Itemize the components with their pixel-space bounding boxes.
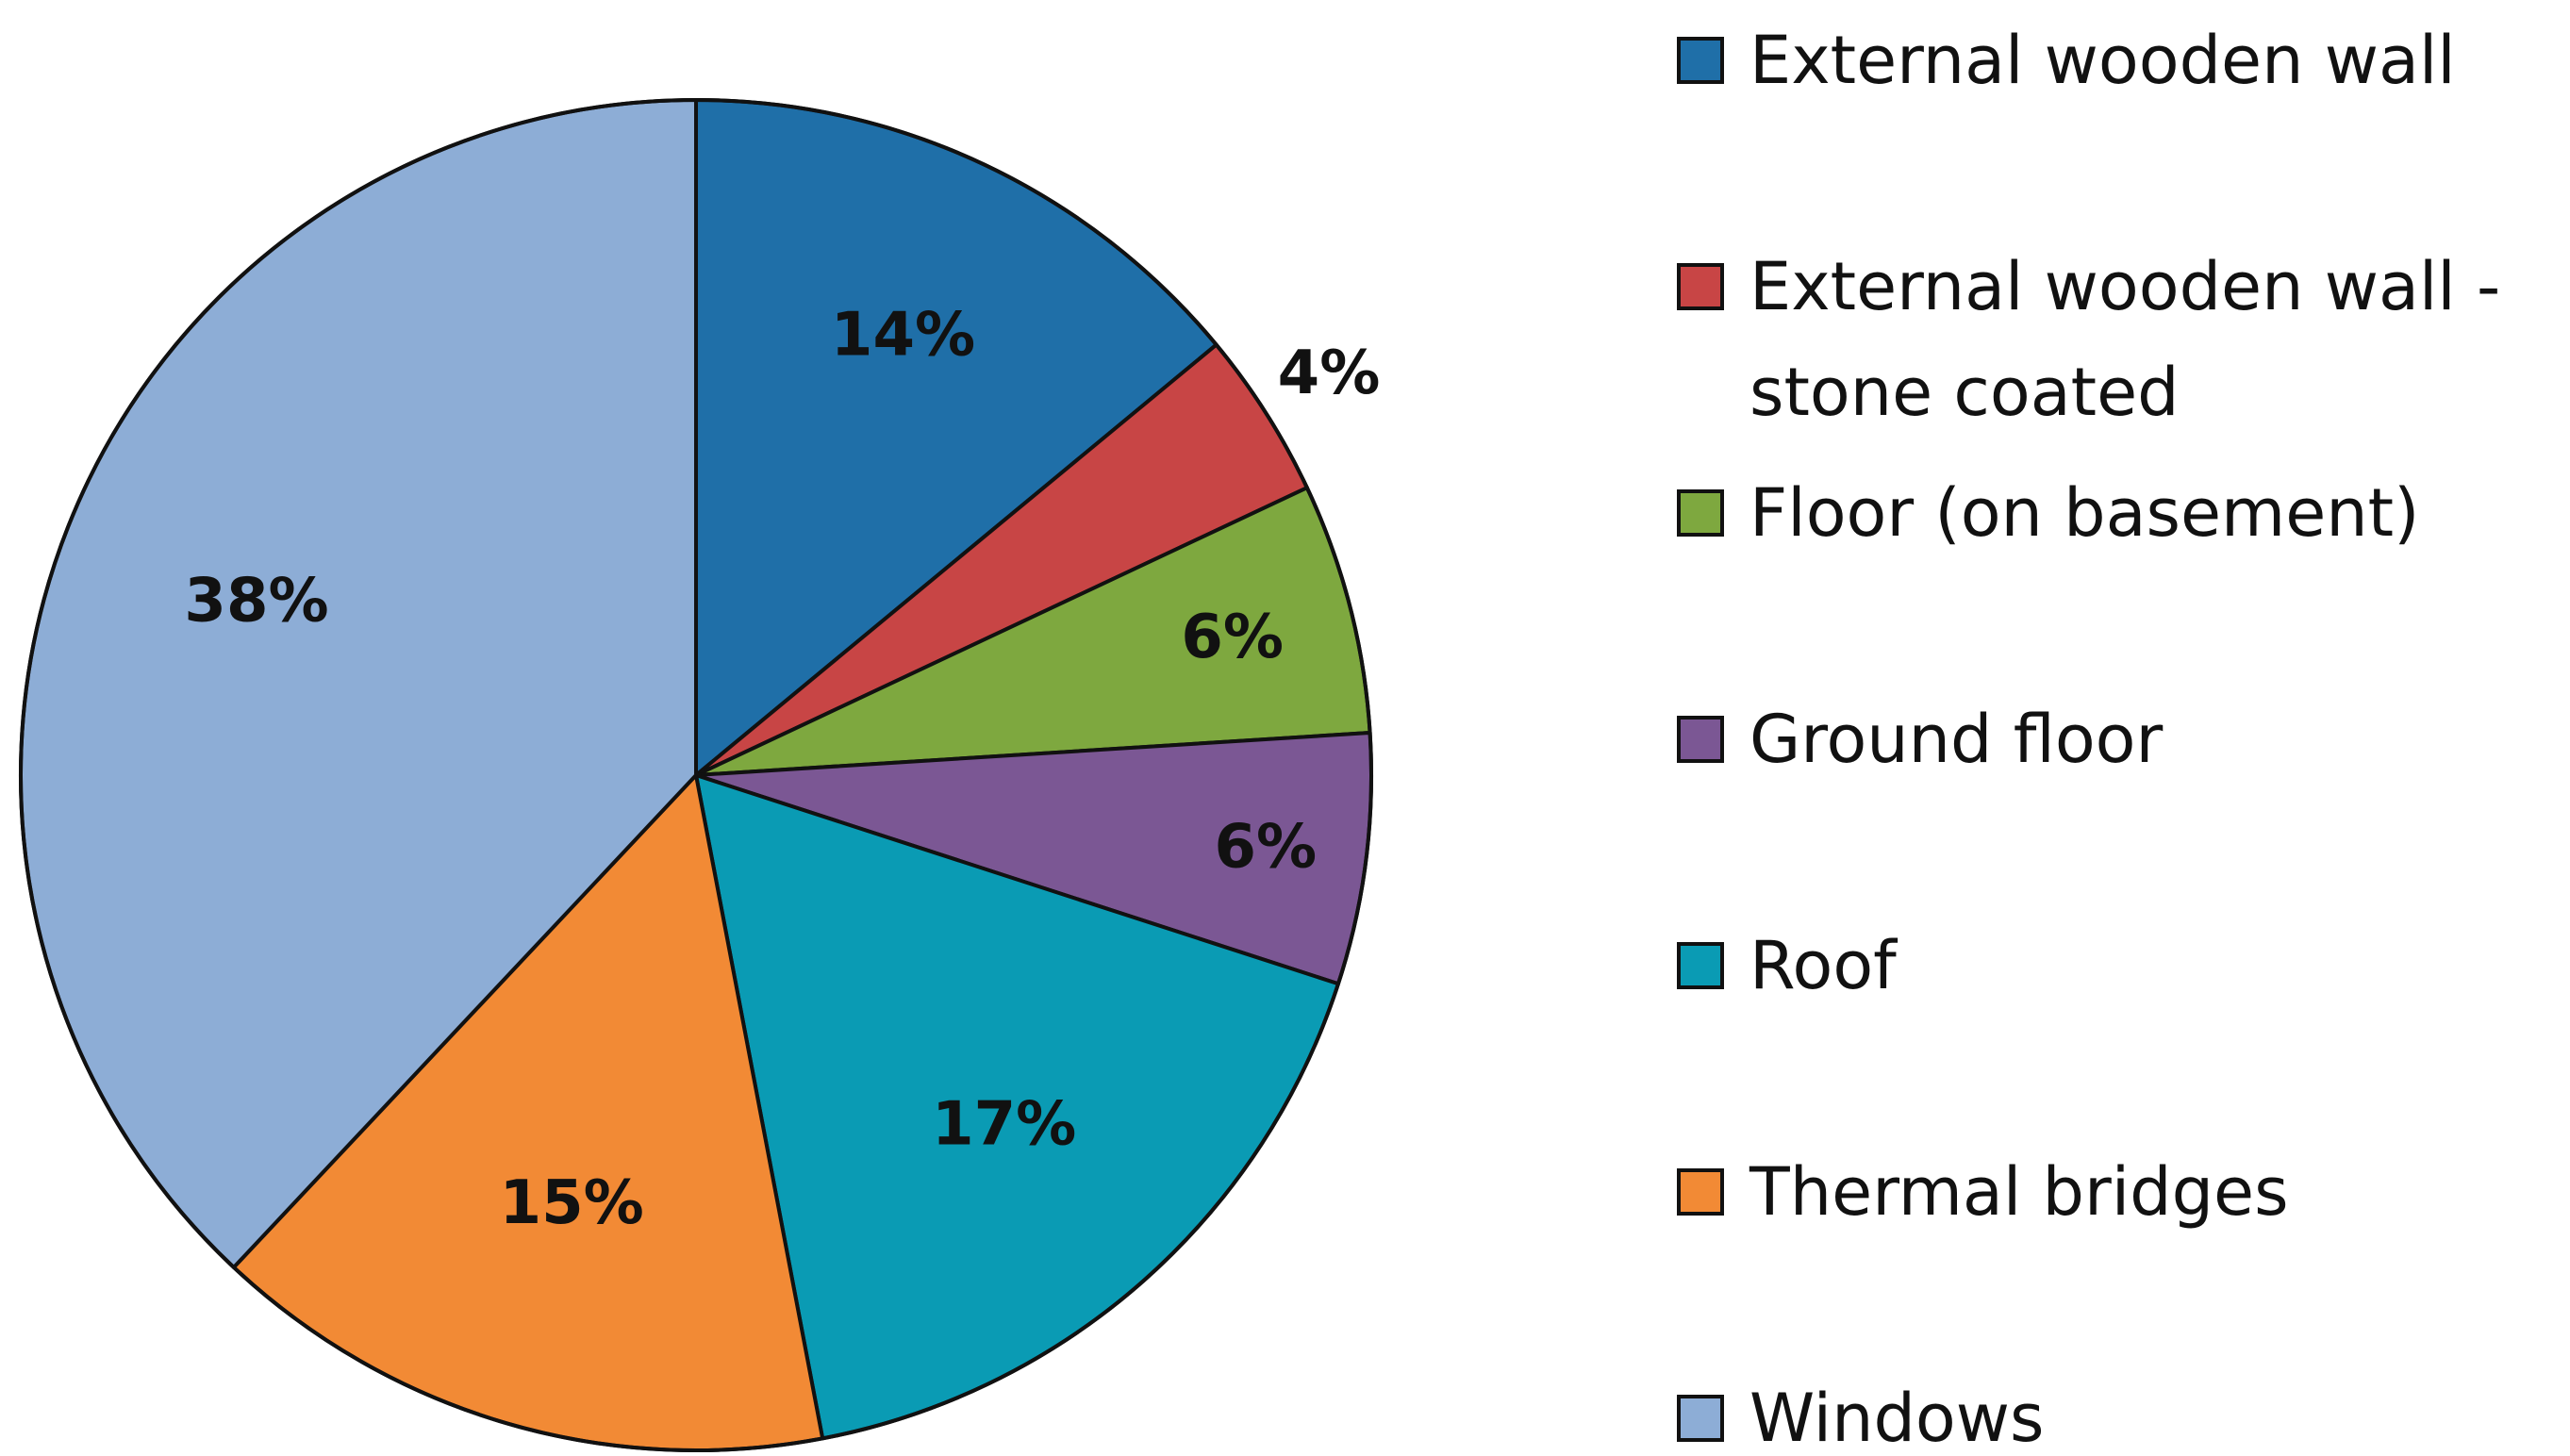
data-label: 6%: [1214, 812, 1317, 882]
legend-label: External wooden wall -stone coated: [1749, 248, 2500, 431]
legend: External wooden wall External wooden wall…: [1677, 22, 2500, 1456]
data-label: 15%: [500, 1168, 644, 1238]
data-label: 17%: [932, 1090, 1076, 1160]
legend-item: Ground floor: [1677, 701, 2163, 778]
legend-item: Windows: [1677, 1380, 2044, 1456]
legend-label: Windows: [1749, 1380, 2044, 1456]
data-label: 14%: [831, 301, 975, 371]
legend-swatch: [1677, 37, 1724, 84]
legend-item: External wooden wall: [1677, 22, 2456, 99]
legend-swatch: [1677, 1395, 1724, 1442]
legend-label: Floor (on basement): [1749, 474, 2419, 552]
data-label: 38%: [184, 567, 328, 637]
legend-item: External wooden wall -stone coated: [1677, 248, 2500, 431]
legend-item: Floor (on basement): [1677, 474, 2419, 552]
legend-label: Thermal bridges: [1749, 1153, 2289, 1231]
data-label: 6%: [1181, 603, 1284, 672]
legend-item: Thermal bridges: [1677, 1153, 2289, 1231]
legend-swatch: [1677, 263, 1724, 310]
legend-swatch: [1677, 716, 1724, 763]
pie-slices: [19, 98, 1373, 1452]
legend-label: External wooden wall: [1749, 22, 2456, 99]
legend-swatch: [1677, 1168, 1724, 1216]
legend-label: Roof: [1749, 927, 1898, 1004]
legend-item: Roof: [1677, 927, 1898, 1004]
pie-data-labels: 14% 4% 6% 6% 17% 15% 38%: [184, 301, 1380, 1238]
legend-swatch: [1677, 942, 1724, 989]
legend-label: Ground floor: [1749, 701, 2163, 778]
legend-swatch: [1677, 489, 1724, 537]
data-label: 4%: [1278, 339, 1381, 408]
pie-outline: [19, 98, 1373, 1452]
